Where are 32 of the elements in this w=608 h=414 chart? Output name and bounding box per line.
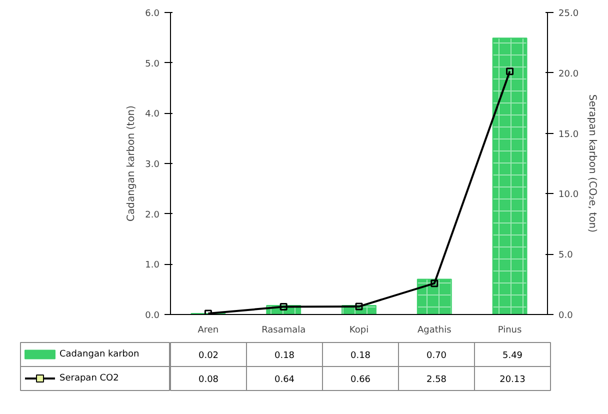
x-tick-label: Agathis <box>417 326 452 336</box>
x-tick-label: Kopi <box>349 326 369 336</box>
data-label: 20.13 <box>500 375 526 385</box>
data-label: 0.64 <box>274 375 295 385</box>
y-tick-label: 3.0 <box>145 160 160 170</box>
x-tick-label: Pinus <box>498 326 522 336</box>
data-label: 0.18 <box>350 351 371 361</box>
data-label: 0.70 <box>426 351 447 361</box>
y2-axis-title: Serapan karbon (CO₂e, ton) <box>586 94 598 233</box>
data-label: 5.49 <box>502 351 523 361</box>
y-tick-label: 0.0 <box>145 311 160 321</box>
y-tick-label: 5.0 <box>145 59 160 70</box>
data-label: 0.18 <box>274 351 295 361</box>
x-tick-label: Rasamala <box>262 326 306 336</box>
data-label: 2.58 <box>426 375 447 385</box>
x-tick-label: Aren <box>198 326 219 336</box>
y-tick-label: 6.0 <box>145 9 160 19</box>
y-tick-label: 4.0 <box>145 110 160 120</box>
y2-tick-label: 15.0 <box>558 130 579 140</box>
legend-label: Serapan CO2 <box>60 374 119 384</box>
y2-tick-label: 20.0 <box>558 69 579 80</box>
y2-tick-label: 10.0 <box>558 190 579 200</box>
y2-tick-label: 5.0 <box>558 250 574 261</box>
y-tick-label: 1.0 <box>145 260 160 271</box>
legend-label: Cadangan karbon <box>60 350 140 360</box>
data-label: 0.02 <box>198 351 219 361</box>
y2-tick-label: 25.0 <box>558 9 579 19</box>
data-label: 0.08 <box>198 375 219 385</box>
y2-tick-label: 0.0 <box>558 311 574 321</box>
y-tick-label: 2.0 <box>145 210 160 220</box>
y-axis-title: Cadangan karbon (ton) <box>126 105 138 222</box>
data-label: 0.66 <box>350 375 371 385</box>
